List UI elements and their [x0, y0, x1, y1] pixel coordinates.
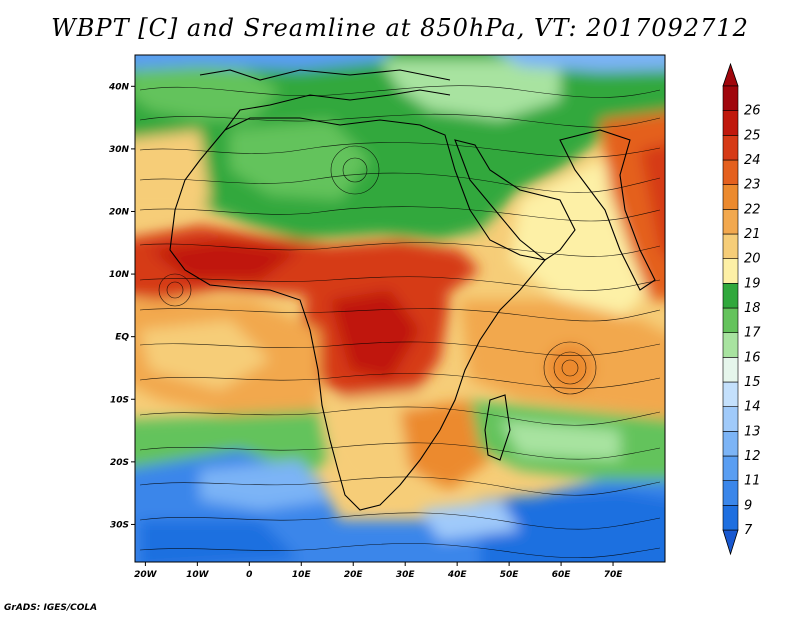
lon-tick-label: 0	[246, 570, 252, 580]
colorbar-swatch	[722, 455, 739, 481]
colorbar-top-arrow	[722, 62, 739, 87]
lat-tick-label: 30N	[109, 145, 130, 155]
footer-credit: GrADS: IGES/COLA	[4, 603, 98, 613]
colorbar-swatch	[722, 135, 739, 161]
colorbar-label: 7	[744, 523, 753, 538]
lon-tick-label: 70E	[604, 570, 624, 580]
lon-tick-label: 50E	[500, 570, 520, 580]
colorbar-label: 23	[744, 178, 761, 193]
colorbar-swatch	[722, 209, 739, 235]
lon-tick-label: 20W	[134, 570, 158, 580]
lon-tick-label: 20E	[344, 570, 364, 580]
lon-tick-label: 60E	[552, 570, 572, 580]
wbpt-field	[135, 55, 665, 562]
colorbar-label: 20	[744, 252, 761, 267]
colorbar-label: 12	[744, 449, 761, 464]
lat-tick-label: 30S	[110, 520, 129, 530]
colorbar-swatch	[722, 406, 739, 432]
colorbar-swatch	[722, 258, 739, 284]
colorbar-swatch	[722, 381, 739, 407]
lon-tick-label: 40E	[447, 570, 468, 580]
colorbar-label: 18	[744, 301, 761, 316]
colorbar-label: 22	[744, 202, 761, 217]
colorbar-label: 24	[744, 153, 761, 168]
map-frame	[134, 54, 666, 563]
lon-tick-label: 10W	[186, 570, 210, 580]
colorbar-label: 16	[744, 350, 761, 365]
lon-tick-label: 30E	[396, 570, 416, 580]
colorbar-label: 21	[744, 227, 761, 242]
colorbar-label: 15	[744, 375, 761, 390]
colorbar-swatch	[722, 110, 739, 136]
plot-title: WBPT [C] and Sreamline at 850hPa, VT: 20…	[51, 14, 749, 42]
colorbar-swatch	[722, 159, 739, 185]
colorbar-swatch	[722, 283, 739, 309]
colorbar-swatch	[722, 480, 739, 506]
lat-tick-label: EQ	[115, 333, 129, 343]
colorbar-label: 19	[744, 276, 761, 291]
colorbar-label: 17	[744, 326, 761, 341]
streamlines	[139, 85, 661, 559]
colorbar-swatch	[722, 85, 739, 111]
longitude-axis: 20W 10W 0 10E 20E 30E 40E 50E 60E 70E	[134, 562, 623, 580]
lat-tick-label: 20N	[109, 207, 130, 217]
colorbar-swatch	[722, 233, 739, 259]
lat-tick-label: 10S	[110, 395, 129, 405]
colorbar-label: 13	[744, 424, 761, 439]
lat-tick-label: 10N	[109, 270, 130, 280]
latitude-axis: 40N 30N 20N 10N EQ 10S 20S 30S	[108, 82, 135, 530]
colorbar-label: 25	[744, 128, 761, 143]
coastlines	[169, 69, 656, 511]
lat-tick-label: 20S	[110, 458, 129, 468]
colorbar-swatch	[722, 332, 739, 358]
colorbar-swatch	[722, 184, 739, 210]
colorbar-label: 26	[744, 104, 761, 119]
colorbar-swatch	[722, 357, 739, 383]
lon-tick-label: 10E	[292, 570, 312, 580]
colorbar-swatch	[722, 505, 739, 531]
colorbar-label: 9	[744, 498, 752, 513]
lat-tick-label: 40N	[108, 82, 130, 92]
colorbar-label: 11	[744, 474, 761, 489]
colorbar-bottom-arrow	[722, 529, 739, 556]
colorbar: 7 9 11 12 13 14 15 16 17 18 19 20 21 22 23 24 25 26	[722, 62, 761, 556]
colorbar-label: 14	[744, 400, 761, 415]
colorbar-swatch	[722, 307, 739, 333]
colorbar-swatch	[722, 431, 739, 457]
